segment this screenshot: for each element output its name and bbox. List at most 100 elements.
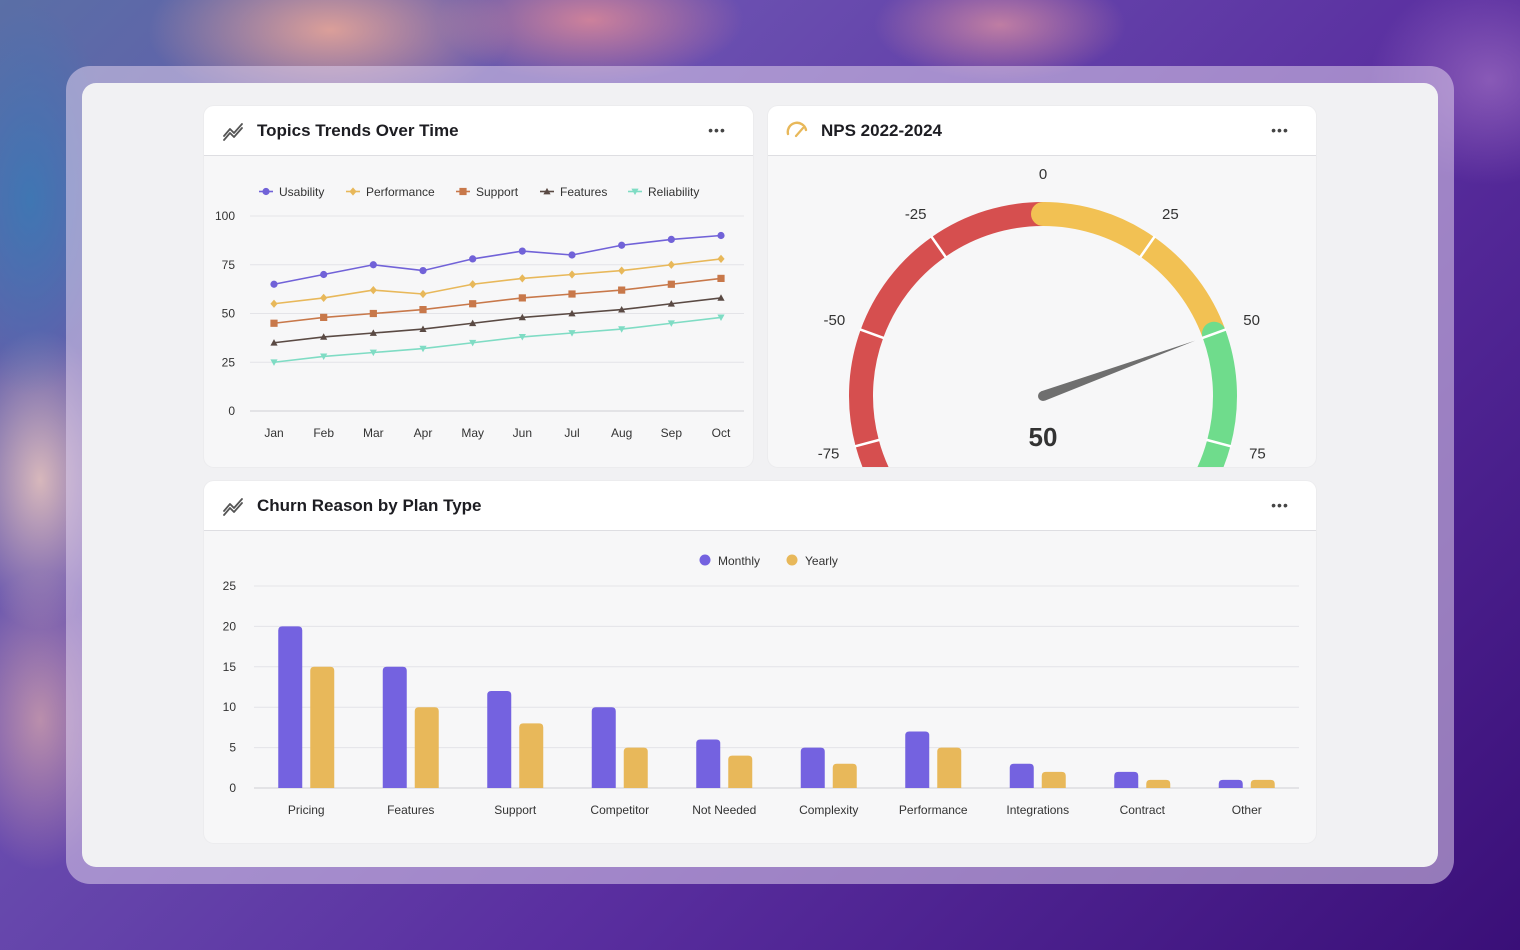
- more-options-button[interactable]: •••: [1271, 497, 1289, 513]
- legend-label: Usability: [279, 185, 324, 199]
- trend-chart-icon: [222, 120, 244, 142]
- bar-monthly: [382, 666, 407, 788]
- data-point: [320, 270, 328, 279]
- topics-line-chart: 0 25 50 75 100 Jan Feb Mar Apr May Jun Jul Aug Sep Oct…: [215, 185, 744, 440]
- legend-label: Features: [560, 185, 607, 199]
- category-group: [696, 739, 753, 788]
- bar-yearly: [414, 707, 439, 788]
- data-point: [518, 313, 526, 321]
- bar-yearly: [310, 666, 335, 788]
- gauge-tick-label: 50: [1243, 312, 1260, 329]
- x-tick-label: Oct: [712, 426, 731, 440]
- bar-yearly: [832, 763, 857, 788]
- data-point: [369, 349, 377, 357]
- bar-monthly: [696, 739, 721, 788]
- nps-card: NPS 2022-2024 ••• -100-75-50-25025507510…: [768, 106, 1316, 575]
- bar-monthly: [1114, 771, 1139, 788]
- x-tick-label: Integrations: [1006, 803, 1069, 817]
- bar-monthly: [487, 691, 512, 788]
- data-point: [667, 320, 675, 327]
- bar-yearly: [937, 747, 962, 788]
- legend-marker: [262, 187, 270, 196]
- bar-yearly: [519, 723, 544, 788]
- topics-chart-area: 0 25 50 75 100 Jan Feb Mar Apr May Jun Jul Aug Sep Oct…: [204, 156, 753, 467]
- legend-item: Reliability: [628, 185, 699, 199]
- data-point: [369, 309, 377, 318]
- y-tick-label: 10: [223, 700, 237, 714]
- x-tick-label: Feb: [313, 426, 334, 440]
- churn-bar-chart: 0 5 10 15 20 25 Monthly Yearly Pricing Features Su…: [223, 554, 1299, 817]
- data-point: [717, 274, 725, 282]
- data-point: [270, 339, 278, 346]
- data-point: [618, 306, 626, 313]
- data-point: [717, 254, 725, 263]
- data-point: [469, 300, 477, 308]
- data-point: [469, 339, 477, 347]
- series-reliability: [270, 314, 725, 366]
- x-tick-label: Sep: [661, 426, 683, 440]
- series-usability: [270, 231, 725, 288]
- y-tick-label: 15: [223, 660, 237, 674]
- data-point: [667, 300, 675, 307]
- legend-label: Performance: [366, 185, 435, 199]
- nps-gauge-area: -100-75-50-25025507510050: [768, 156, 1316, 575]
- more-options-button[interactable]: •••: [708, 122, 726, 138]
- bar-monthly: [591, 707, 616, 788]
- more-options-button[interactable]: •••: [1271, 122, 1289, 138]
- x-tick-label: Performance: [899, 803, 968, 817]
- bar-monthly: [1009, 763, 1034, 788]
- x-tick-label: Jun: [513, 426, 532, 440]
- data-point: [568, 330, 576, 337]
- data-point: [469, 319, 477, 327]
- x-tick-label: Contract: [1120, 803, 1166, 817]
- gauge-tick-label: 25: [1162, 206, 1179, 223]
- gauge-tick-label: -75: [818, 445, 840, 462]
- legend-label: Yearly: [805, 554, 838, 568]
- churn-chart-area: 0 5 10 15 20 25 Monthly Yearly Pricing Features Su…: [204, 531, 1316, 843]
- data-point: [717, 294, 725, 301]
- data-point: [419, 289, 427, 299]
- data-point: [270, 359, 278, 366]
- legend-item: Support: [456, 185, 519, 199]
- legend-label: Monthly: [718, 554, 760, 568]
- gauge-tick-divider: [1205, 438, 1232, 448]
- y-tick-label: 25: [222, 355, 236, 369]
- data-point: [419, 345, 427, 353]
- gauge-needle: [1041, 340, 1196, 401]
- category-group: [591, 707, 648, 788]
- bar-monthly: [1218, 779, 1243, 788]
- gauge-tick-label: -25: [905, 206, 927, 223]
- legend-item: Yearly: [786, 554, 838, 568]
- data-point: [568, 251, 576, 259]
- bar-yearly: [728, 755, 753, 788]
- x-tick-label: Mar: [363, 426, 384, 440]
- data-point: [717, 231, 725, 240]
- bar-monthly: [800, 747, 825, 788]
- x-tick-label: Other: [1232, 803, 1262, 817]
- data-point: [667, 235, 675, 243]
- data-point: [618, 326, 626, 333]
- gauge-icon: [786, 120, 808, 142]
- gauge-band: [1147, 321, 1237, 548]
- bar-yearly: [1041, 771, 1066, 788]
- series-features: [270, 294, 725, 346]
- category-group: [1009, 763, 1066, 788]
- gauge-band: [1031, 202, 1227, 346]
- category-group: [382, 666, 439, 788]
- card-title: Topics Trends Over Time: [257, 121, 459, 140]
- data-point: [667, 280, 675, 288]
- card-header: Churn Reason by Plan Type •••: [204, 481, 1316, 531]
- legend-marker: [543, 187, 551, 195]
- series-support: [270, 274, 725, 327]
- legend-marker: [459, 187, 467, 196]
- legend-item: Usability: [259, 185, 324, 199]
- legend-swatch: [699, 554, 711, 566]
- gauge-tick-divider: [930, 235, 948, 259]
- series-line: [273, 258, 722, 305]
- card-header: NPS 2022-2024 •••: [768, 106, 1316, 156]
- data-point: [270, 280, 278, 288]
- nps-gauge: -100-75-50-25025507510050: [818, 166, 1266, 575]
- y-tick-label: 5: [229, 741, 236, 755]
- bar-yearly: [1146, 779, 1171, 788]
- gauge-tick-label: -50: [824, 312, 846, 329]
